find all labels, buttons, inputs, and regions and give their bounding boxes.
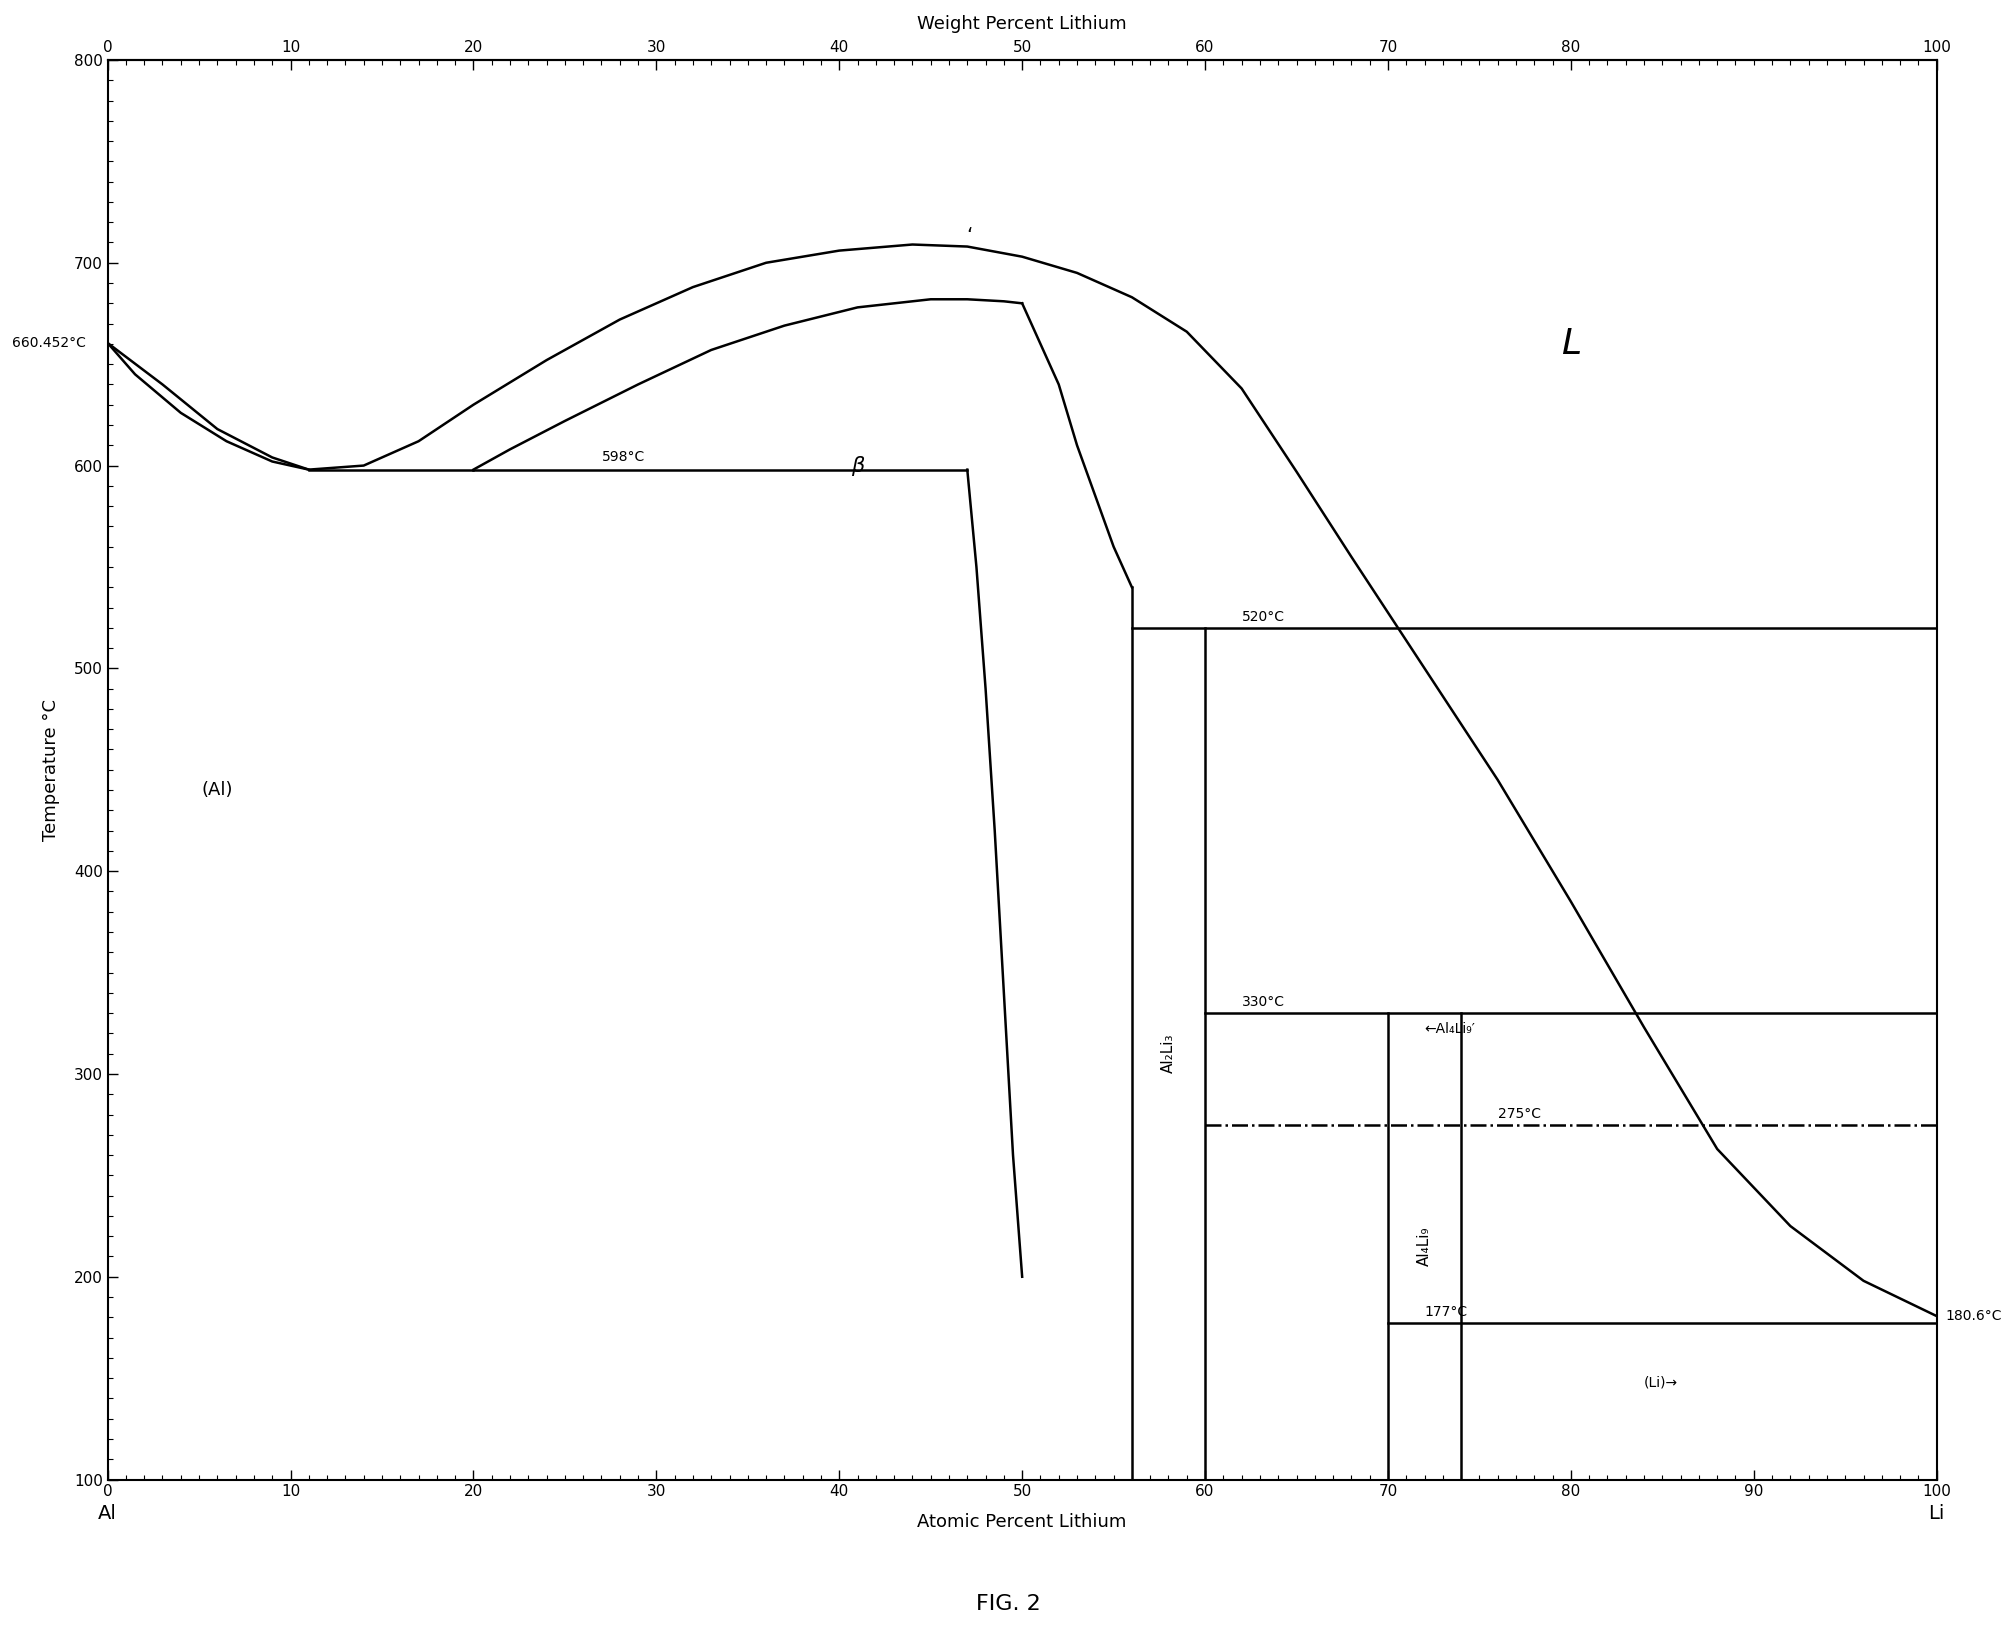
- Text: β: β: [851, 456, 865, 475]
- Text: Al₂Li₃: Al₂Li₃: [1161, 1035, 1175, 1074]
- X-axis label: Weight Percent Lithium: Weight Percent Lithium: [917, 15, 1127, 33]
- Text: Al₄Li₉: Al₄Li₉: [1417, 1227, 1431, 1267]
- X-axis label: Atomic Percent Lithium: Atomic Percent Lithium: [917, 1513, 1127, 1531]
- Text: 180.6°C: 180.6°C: [1945, 1309, 2002, 1323]
- Text: ,: ,: [964, 222, 970, 242]
- Text: 275°C: 275°C: [1498, 1107, 1540, 1120]
- Text: FIG. 2: FIG. 2: [976, 1594, 1040, 1614]
- Text: 598°C: 598°C: [601, 449, 645, 464]
- Text: (Li)→: (Li)→: [1643, 1375, 1677, 1390]
- Text: 330°C: 330°C: [1242, 995, 1284, 1008]
- Text: (Al): (Al): [202, 781, 234, 799]
- Text: 660.452°C: 660.452°C: [12, 336, 85, 350]
- Text: Li: Li: [1929, 1504, 1945, 1523]
- Text: L: L: [1560, 327, 1581, 360]
- Text: 520°C: 520°C: [1242, 610, 1284, 623]
- Y-axis label: Temperature °C: Temperature °C: [42, 699, 60, 841]
- Text: 177°C: 177°C: [1425, 1306, 1468, 1319]
- Text: ←Al₄Li₉′: ←Al₄Li₉′: [1425, 1022, 1476, 1036]
- Text: Al: Al: [99, 1504, 117, 1523]
